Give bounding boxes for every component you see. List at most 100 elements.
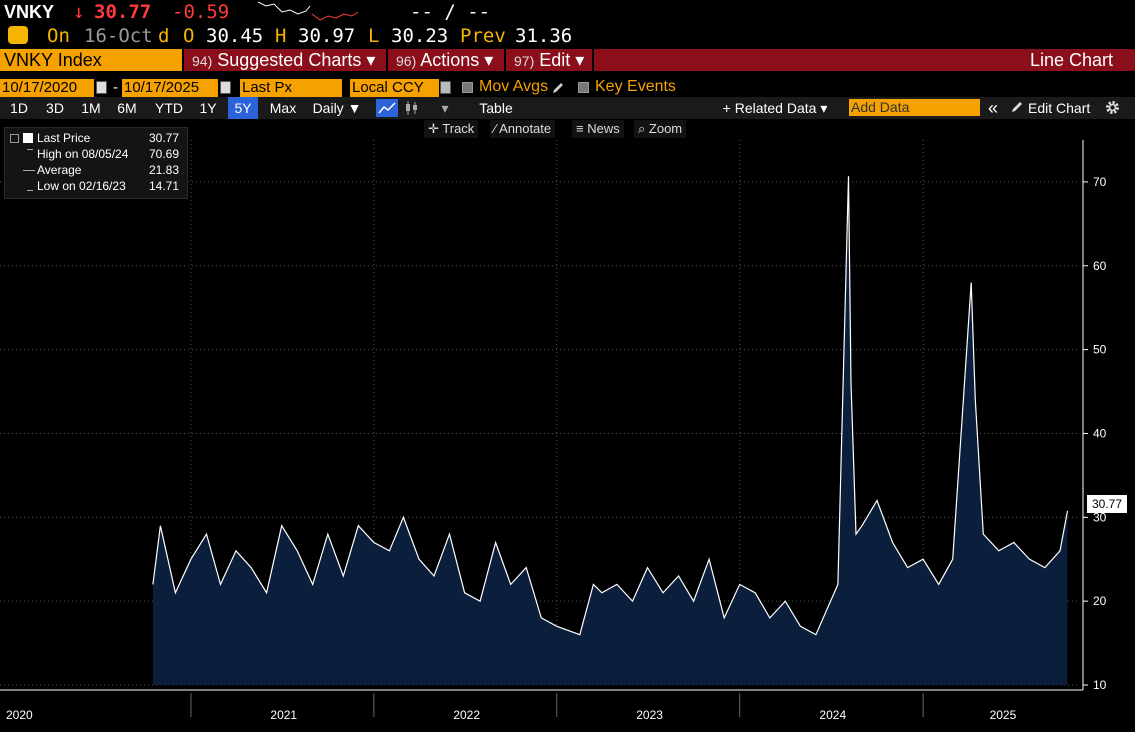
low-value: 30.23 [391, 25, 449, 47]
ohlc-line: On 16-Oct d O 30.45 H 30.97 L 30.23 Prev… [0, 24, 1135, 48]
net-change: -0.59 [172, 1, 230, 23]
period-button-ytd[interactable]: YTD [155, 100, 183, 116]
annotate-icon: ⁄ [494, 121, 500, 136]
divider [182, 49, 184, 71]
legend-value: 14.71 [149, 179, 180, 193]
line-chart-icon[interactable] [376, 99, 398, 117]
news-icon: ≡ [576, 121, 588, 136]
menu-label: Actions ▾ [420, 50, 494, 70]
calendar-icon[interactable] [220, 81, 231, 94]
track-tool[interactable]: ✛ Track [424, 120, 479, 138]
news-label: News [587, 121, 620, 136]
frequency-select[interactable]: Daily ▼ [312, 100, 362, 116]
news-tool[interactable]: ≡ News [572, 120, 624, 138]
quote-date: 16-Oct [84, 25, 153, 47]
high-marker-icon [27, 149, 33, 150]
edit-menu[interactable]: 97) Edit ▾ [514, 49, 584, 71]
end-date-field[interactable]: 10/17/2025 [122, 79, 218, 97]
x-axis: 2020 2021 2022 2023 2024 2025 [0, 689, 1083, 722]
related-data-button[interactable]: + Related Data ▾ [722, 100, 828, 116]
x-tick-label: 2021 [270, 708, 297, 722]
legend-row: Low on 02/16/23 14.71 [5, 178, 189, 194]
track-label: Track [442, 121, 475, 136]
start-date-field[interactable]: 10/17/2020 [0, 79, 94, 97]
divider [386, 49, 388, 71]
open-label: O [183, 25, 195, 47]
period-button-6m[interactable]: 6M [117, 100, 137, 116]
zoom-tool[interactable]: ⌕ Zoom [634, 120, 687, 138]
x-tick-label: 2022 [453, 708, 480, 722]
security-label[interactable]: VNKY Index [0, 49, 182, 71]
down-arrow-icon: ↓ [73, 1, 85, 23]
suggested-charts-menu[interactable]: 94) Suggested Charts ▾ [192, 49, 375, 71]
table-button[interactable]: Table [479, 100, 513, 116]
divider [504, 49, 506, 71]
pencil-icon[interactable] [1010, 100, 1024, 114]
y-tick-label: 50 [1093, 343, 1107, 357]
gear-icon[interactable] [1104, 99, 1121, 116]
divider [592, 49, 594, 71]
annotate-label: Annotate [499, 121, 552, 136]
legend-label: Last Price [37, 131, 91, 145]
low-label: L [368, 25, 380, 47]
quote-line: VNKY ↓ 30.77 -0.59 -- / -- [0, 0, 1135, 24]
y-tick-label: 60 [1093, 259, 1107, 273]
menu-number: 94) [192, 53, 213, 69]
period-button-1y[interactable]: 1Y [199, 100, 217, 116]
period-button-5y[interactable]: 5Y [228, 97, 258, 119]
sparkline-icon [258, 1, 359, 21]
menu-label: Edit ▾ [539, 50, 585, 70]
y-tick-label: 40 [1093, 426, 1107, 440]
legend-label: Average [37, 163, 82, 177]
mov-avgs-label[interactable]: Mov Avgs [479, 78, 549, 95]
legend-row: Average 21.83 [5, 162, 189, 178]
period-button-3d[interactable]: 3D [46, 100, 64, 116]
legend-value: 21.83 [149, 163, 180, 177]
price-chart[interactable]: 10 20 30 40 50 60 70 2020 2021 2022 2023 2024 2025 [0, 140, 1135, 732]
x-tick-label: 2020 [6, 708, 33, 722]
last-price: 30.77 [94, 1, 152, 23]
legend-collapse-icon[interactable] [10, 134, 19, 143]
menu-label: Suggested Charts ▾ [217, 50, 376, 70]
menu-number: 96) [396, 53, 417, 69]
on-label: On [47, 25, 70, 47]
legend-row: High on 08/05/24 70.69 [5, 146, 189, 162]
add-data-input[interactable]: Add Data [849, 99, 980, 116]
y-tick-label: 10 [1093, 678, 1107, 692]
gauge-icon[interactable] [8, 26, 28, 44]
key-events-checkbox[interactable] [578, 82, 589, 93]
last-price-tag: 30.77 [1087, 495, 1127, 513]
ticker-symbol[interactable]: VNKY [4, 2, 55, 22]
menu-bar [0, 49, 1135, 71]
dropdown-icon[interactable] [440, 81, 451, 94]
mov-avgs-checkbox[interactable] [462, 82, 473, 93]
date-range-dash: - [113, 79, 118, 96]
calendar-icon[interactable] [96, 81, 107, 94]
period-button-max[interactable]: Max [269, 100, 297, 116]
period-button-1d[interactable]: 1D [10, 100, 28, 116]
y-tick-label: 70 [1093, 175, 1107, 189]
legend-value: 70.69 [149, 147, 180, 161]
series-swatch-icon [23, 133, 33, 143]
d-label: d [158, 25, 170, 47]
key-events-label[interactable]: Key Events [595, 78, 676, 95]
x-tick-label: 2023 [636, 708, 663, 722]
chart-type-label[interactable]: Line Chart [1029, 50, 1113, 70]
period-button-1m[interactable]: 1M [81, 100, 101, 116]
low-marker-icon [27, 190, 33, 191]
actions-menu[interactable]: 96) Actions ▾ [396, 49, 493, 71]
annotate-tool[interactable]: ⁄ Annotate [490, 120, 556, 138]
legend-label: Low on 02/16/23 [37, 179, 126, 193]
high-label: H [275, 25, 287, 47]
edit-chart-button[interactable]: Edit Chart [1028, 100, 1091, 116]
menu-number: 97) [514, 53, 535, 69]
chart-legend[interactable]: Last Price 30.77 High on 08/05/24 70.69 … [4, 127, 188, 199]
currency-select[interactable]: Local CCY [350, 79, 439, 97]
chart-style-dropdown-icon[interactable]: ▾ [441, 100, 449, 116]
field-select[interactable]: Last Px [240, 79, 342, 97]
collapse-icon[interactable]: « [987, 98, 998, 118]
y-axis: 10 20 30 40 50 60 70 [1082, 140, 1107, 692]
high-value: 30.97 [298, 25, 356, 47]
pencil-icon[interactable] [551, 81, 565, 95]
candlestick-icon[interactable] [404, 99, 420, 117]
